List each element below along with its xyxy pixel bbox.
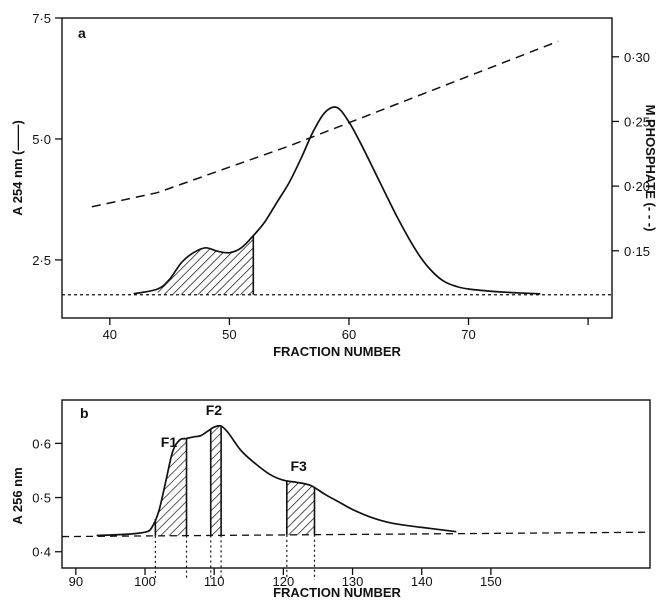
x-tick-label-b: 90 [69,574,83,589]
y-tick-label-b: 0·4 [32,545,51,560]
x-axis-label-a: FRACTION NUMBER [273,344,401,359]
chart-panel-a: a FRACTION NUMBER A 254 nm (——) M PHOSPH… [10,11,658,359]
phosphate-gradient-line [91,40,559,208]
fraction-region [155,438,187,536]
x-tick-label-b: 130 [342,574,364,589]
fraction-label: F1 [161,434,178,450]
y-tick-label-a: 2·5 [32,253,51,268]
fraction-label: F3 [290,458,307,474]
fraction-label: F2 [206,402,223,418]
y-axis-label-a: A 254 nm (——) [10,120,25,216]
panel-label-b: b [80,405,89,421]
y-tick-label-a: 7·5 [32,11,51,26]
y2-tick-label-a: 0·30 [624,50,650,65]
y-tick-label-a: 5·0 [32,132,51,147]
absorbance-line-a [133,106,541,295]
x-tick-label-b: 110 [204,574,225,589]
x-tick-label-a: 60 [342,327,356,342]
x-tick-label-a: 40 [103,327,117,342]
x-tick-label-b: 120 [273,574,295,589]
plot-frame-b [61,399,651,569]
x-tick-label-b: 150 [480,574,502,589]
plot-frame-a [61,17,613,319]
fraction-region [210,426,222,536]
x-axis-label-b: FRACTION NUMBER [273,585,401,600]
y2-tick-label-a: 0·25 [624,114,650,129]
x-tick-label-b: 140 [411,574,433,589]
baseline-b [61,531,651,538]
y-tick-label-b: 0·5 [32,491,51,506]
chart-panel-b: b FRACTION NUMBER A 256 nm 90 100 110 120 13… [10,399,651,600]
y-tick-label-b: 0·6 [32,436,51,451]
y2-tick-label-a: 0·20 [624,179,650,194]
x-tick-label-a: 70 [461,327,475,342]
x-tick-label-a: 50 [222,327,236,342]
fraction-region [286,480,315,535]
panel-label-a: a [78,25,86,41]
x-tick-label-b: 100 [134,574,156,589]
y2-tick-label-a: 0·15 [624,244,650,259]
absorbance-line-b [96,424,457,537]
y-axis-label-b: A 256 nm [10,467,25,524]
y2-axis-label-a: M PHOSPHATE (- - -) [643,105,658,232]
shaded-region-a [157,235,254,295]
